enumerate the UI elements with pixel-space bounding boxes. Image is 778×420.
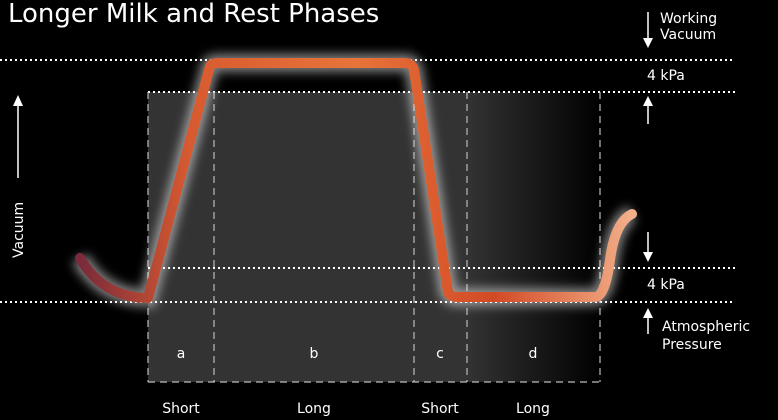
phase-letter: b: [310, 346, 319, 362]
title: Longer Milk and Rest Phases: [8, 0, 379, 29]
phase-duration: Short: [162, 401, 200, 417]
working-vacuum-label: Working: [660, 11, 717, 27]
atmospheric-label: Atmospheric: [662, 319, 750, 335]
phase-duration: Long: [297, 401, 331, 417]
phase-duration: Long: [516, 401, 550, 417]
phase-letter: a: [177, 346, 186, 362]
atmospheric-label: Pressure: [662, 337, 722, 353]
diagram: Longer Milk and Rest Phases Vacuum Worki…: [0, 0, 778, 420]
phase-shade-fade: [467, 92, 600, 382]
phase-letter: d: [529, 346, 538, 362]
phase-letter: c: [436, 346, 444, 362]
upper-level-label: 4 kPa: [647, 68, 685, 84]
working-vacuum-label: Vacuum: [660, 27, 716, 43]
page: Longer Milk and Rest Phases Vacuum Worki…: [0, 0, 778, 420]
lower-level-label: 4 kPa: [647, 277, 685, 293]
phase-duration: Short: [421, 401, 459, 417]
axis-label: Vacuum: [11, 202, 27, 258]
